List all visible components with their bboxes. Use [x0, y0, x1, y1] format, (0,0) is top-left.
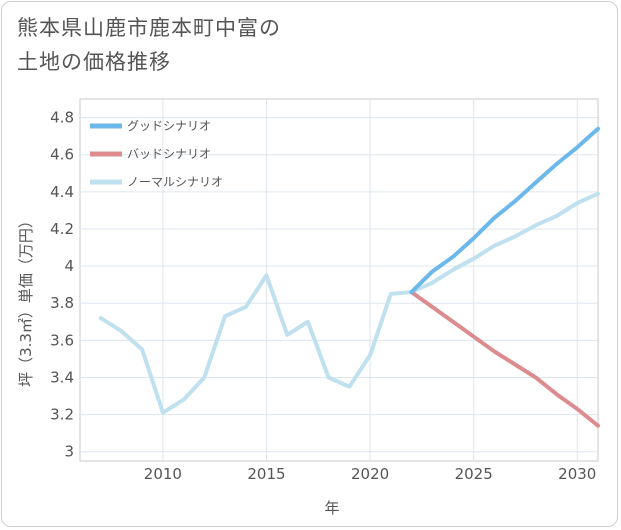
y-tick-label-3.4: 3.4	[50, 368, 74, 386]
y-tick-label-3.8: 3.8	[50, 294, 74, 312]
y-tick-label-4: 4	[64, 257, 74, 275]
x-tick-label-2020: 2020	[351, 465, 389, 483]
legend-label-1: バッドシナリオ	[127, 147, 211, 161]
y-tick-label-4.2: 4.2	[50, 220, 74, 238]
legend-label-2: ノーマルシナリオ	[127, 175, 223, 189]
y-tick-label-4.8: 4.8	[50, 109, 74, 127]
y-tick-label-3.6: 3.6	[50, 331, 74, 349]
y-tick-label-4.6: 4.6	[50, 146, 74, 164]
x-tick-label-2010: 2010	[144, 465, 182, 483]
y-axis-label: 坪（3.3㎡）単価（万円）	[17, 213, 35, 387]
legend-label-0: グッドシナリオ	[127, 119, 211, 133]
x-tick-label-2015: 2015	[247, 465, 285, 483]
y-tick-label-3: 3	[64, 443, 74, 461]
x-tick-label-2025: 2025	[455, 465, 493, 483]
y-tick-label-4.4: 4.4	[50, 183, 74, 201]
x-tick-label-2030: 2030	[558, 465, 596, 483]
y-tick-label-3.2: 3.2	[50, 406, 74, 424]
x-axis-label: 年	[324, 499, 339, 517]
